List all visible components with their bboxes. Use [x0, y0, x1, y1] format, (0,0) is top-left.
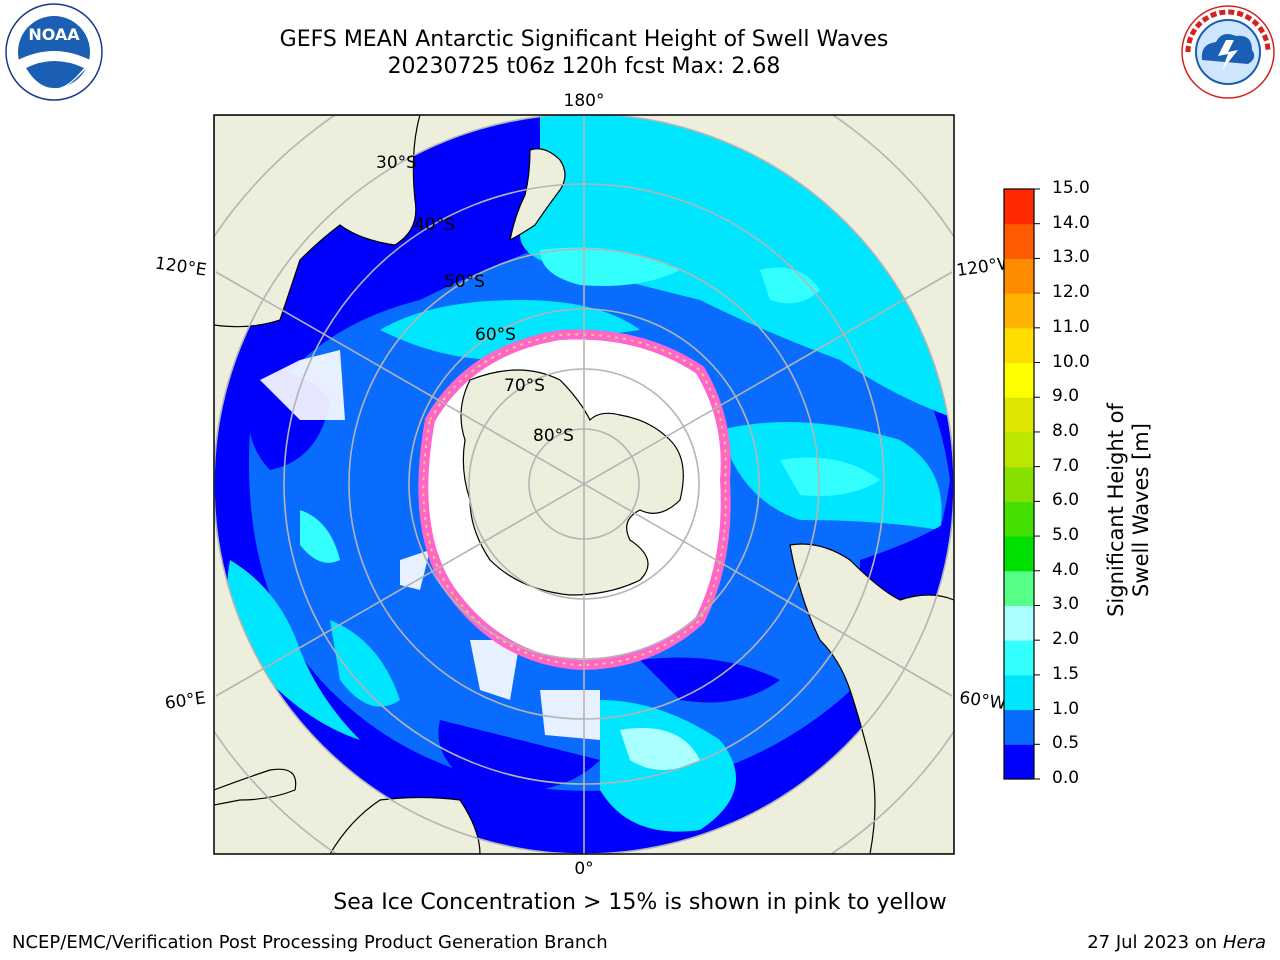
lat-label-50s: 50°S [444, 272, 485, 292]
colorbar-segment [1004, 258, 1034, 294]
lat-label-60s: 60°S [475, 325, 516, 345]
lat-label-40s: 40°S [414, 215, 455, 235]
lon-label-120e: 120°E [154, 254, 208, 281]
colorbar-tick-label: 6.0 [1052, 490, 1080, 511]
africa-land [329, 796, 481, 854]
colorbar-segment [1004, 709, 1034, 745]
lon-label-180: 180° [564, 91, 605, 111]
title-line-1: GEFS MEAN Antarctic Significant Height o… [279, 27, 889, 52]
colorbar-segment [1004, 189, 1034, 225]
footer-date-text: 27 Jul 2023 on [1087, 932, 1223, 953]
colorbar-tick-label: 10.0 [1052, 351, 1090, 372]
colorbar-segment [1004, 501, 1034, 537]
colorbar-segment [1004, 570, 1034, 606]
lat-label-30s: 30°S [376, 153, 417, 173]
colorbar-segment [1004, 466, 1034, 502]
noaa-logo-text: NOAA [28, 25, 80, 44]
footer-branch: NCEP/EMC/Verification Post Processing Pr… [12, 932, 608, 953]
australia-land [214, 115, 421, 328]
sea-ice-caption: Sea Ice Concentration > 15% is shown in … [333, 890, 947, 915]
colorbar [1004, 188, 1040, 780]
colorbar-tick-label: 4.0 [1052, 559, 1080, 580]
antarctica-land [460, 369, 684, 596]
colorbar-segment [1004, 362, 1034, 398]
colorbar-tick-label: 5.0 [1052, 525, 1080, 546]
colorbar-segment [1004, 223, 1034, 259]
colorbar-tick-label: 15.0 [1052, 178, 1090, 198]
lat-label-80s: 80°S [533, 426, 574, 446]
lon-label-60w: 60°W [958, 688, 1007, 714]
colorbar-segment [1004, 605, 1034, 641]
colorbar-tick-label: 12.0 [1052, 282, 1090, 303]
new-zealand-land [509, 148, 566, 242]
lat-label-70s: 70°S [504, 376, 545, 396]
colorbar-tick-label: 3.0 [1052, 594, 1080, 615]
colorbar-tick-label: 14.0 [1052, 212, 1090, 233]
map-frame [213, 114, 955, 855]
colorbar-tick-label: 2.0 [1052, 629, 1080, 650]
colorbar-segment [1004, 744, 1034, 780]
lon-label-60e: 60°E [164, 688, 207, 713]
colorbar-segment [1004, 674, 1034, 711]
colorbar-label: Significant Height of Swell Waves [m] [1104, 403, 1153, 617]
colorbar-tick-label: 11.0 [1052, 316, 1090, 337]
colorbar-tick-label: 1.0 [1052, 698, 1080, 719]
south-america-land [789, 543, 954, 854]
colorbar-tick-label: 7.0 [1052, 455, 1080, 476]
noaa-logo: NOAA [5, 3, 103, 101]
colorbar-tick-label: 8.0 [1052, 420, 1080, 441]
colorbar-segment [1004, 640, 1034, 676]
colorbar-tick-label: 0.0 [1052, 768, 1080, 788]
colorbar-tick-label: 13.0 [1052, 247, 1090, 268]
lon-label-0: 0° [574, 859, 593, 879]
graticule [214, 115, 954, 854]
colorbar-tick-label: 0.5 [1052, 733, 1080, 754]
footer-date: 27 Jul 2023 on Hera [1087, 932, 1266, 953]
colorbar-frame [1003, 188, 1035, 780]
nws-logo [1181, 5, 1275, 99]
title-line-2: 20230725 t06z 120h fcst Max: 2.68 [387, 54, 781, 79]
colorbar-tick-label: 9.0 [1052, 386, 1080, 407]
colorbar-tick-label: 1.5 [1052, 663, 1080, 684]
footer-host: Hera [1222, 932, 1266, 953]
colorbar-segment [1004, 431, 1034, 468]
colorbar-segment [1004, 536, 1034, 572]
colorbar-segment [1004, 293, 1034, 329]
colorbar-segment [1004, 327, 1034, 364]
colorbar-segment [1004, 397, 1034, 433]
